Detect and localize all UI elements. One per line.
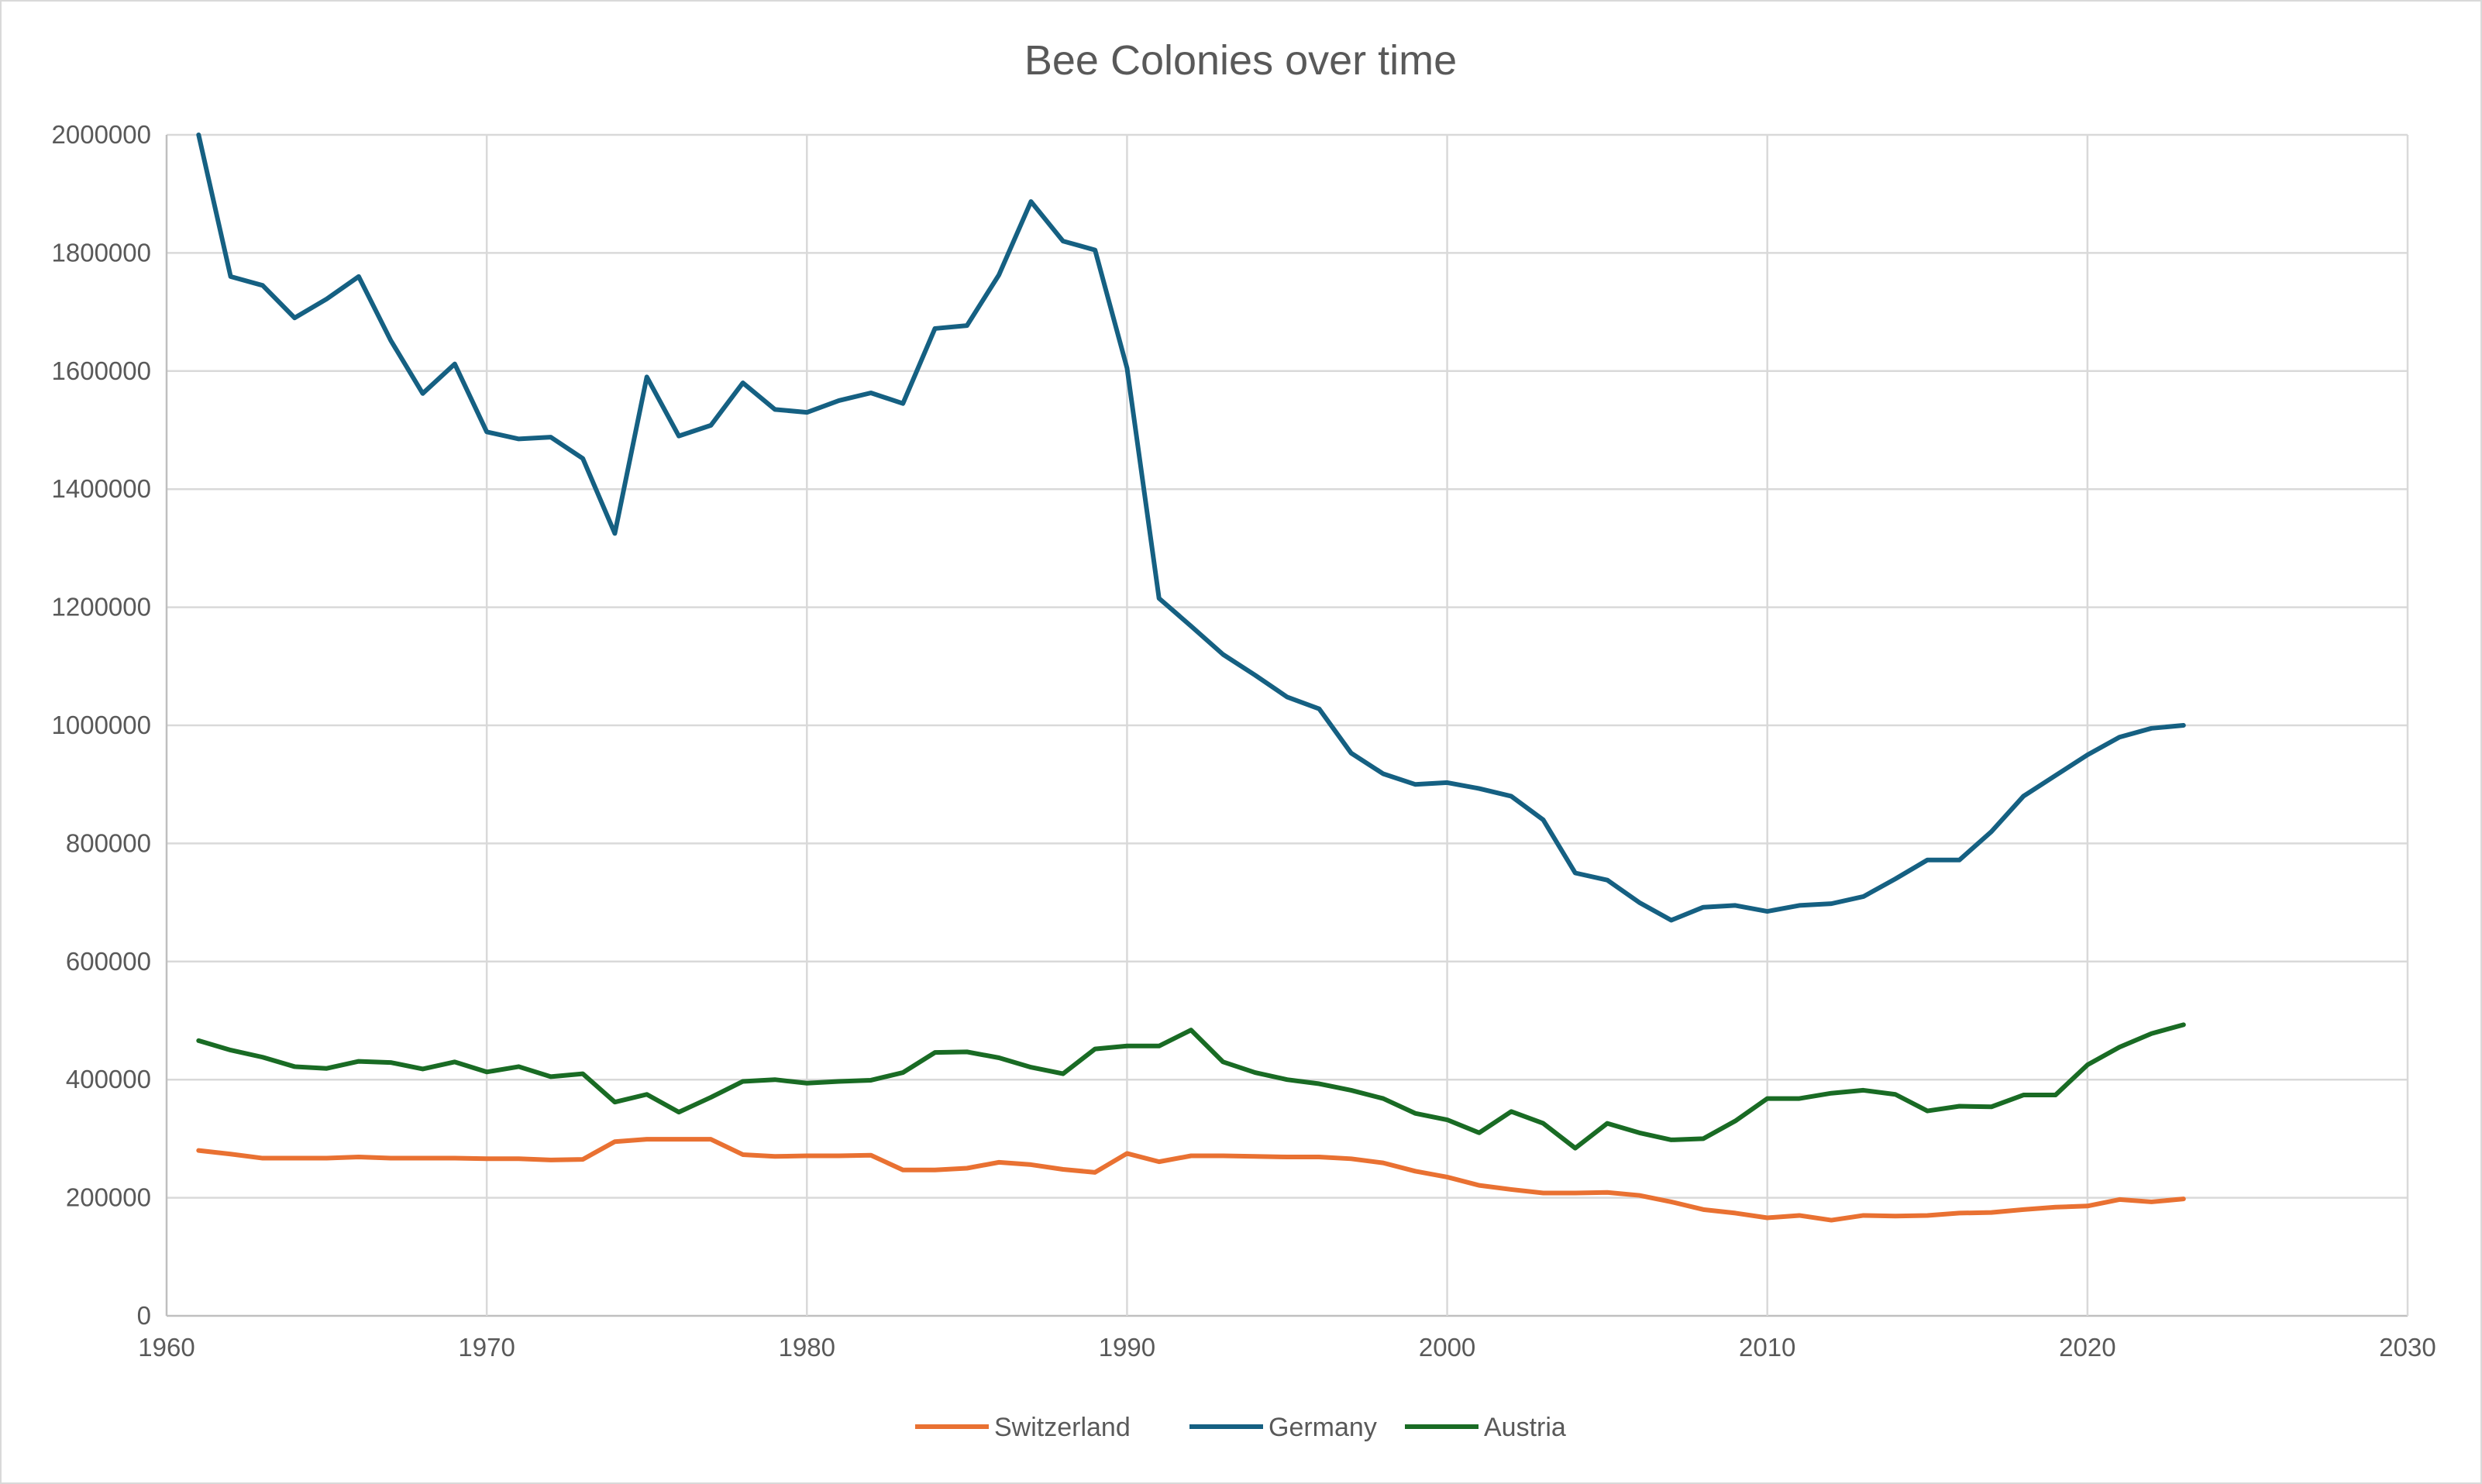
series-line-switzerland [196,1137,2186,1223]
y-axis-ticks: 0 200000 400000 600000 800000 1000000 1200000 1… [52,120,151,1330]
legend-label: Austria [1484,1413,1566,1442]
y-tick-label: 2000000 [52,120,151,149]
x-tick-label: 2020 [2059,1333,2115,1362]
y-tick-label: 800000 [66,828,151,857]
gridlines [165,133,2409,1317]
legend: Switzerland Germany Austria [915,1413,1566,1442]
series-lines [196,133,2186,1223]
x-tick-label: 1980 [779,1333,835,1362]
x-tick-label: 1990 [1099,1333,1155,1362]
x-tick-label: 2000 [1419,1333,1475,1362]
y-tick-label: 0 [137,1301,151,1330]
y-tick-label: 600000 [66,947,151,976]
x-tick-label: 2010 [1739,1333,1795,1362]
y-tick-label: 1200000 [52,593,151,621]
y-tick-label: 200000 [66,1183,151,1212]
legend-label: Switzerland [994,1413,1131,1442]
y-tick-label: 1600000 [52,356,151,385]
y-tick-label: 400000 [66,1065,151,1093]
legend-item-switzerland: Switzerland [915,1413,1131,1442]
series-line-austria [196,1022,2186,1151]
x-tick-label: 1970 [458,1333,515,1362]
y-tick-label: 1400000 [52,474,151,503]
legend-item-germany: Germany [1189,1413,1377,1442]
x-tick-label: 2030 [2379,1333,2436,1362]
y-tick-label: 1800000 [52,238,151,267]
legend-label: Germany [1269,1413,1377,1442]
legend-item-austria: Austria [1405,1413,1566,1442]
x-axis-ticks: 1960 1970 1980 1990 2000 2010 2020 2030 [138,1333,2436,1362]
chart-title: Bee Colonies over time [1024,37,1457,84]
x-tick-label: 1960 [138,1333,194,1362]
series-line-germany [196,133,2186,923]
y-tick-label: 1000000 [52,711,151,739]
